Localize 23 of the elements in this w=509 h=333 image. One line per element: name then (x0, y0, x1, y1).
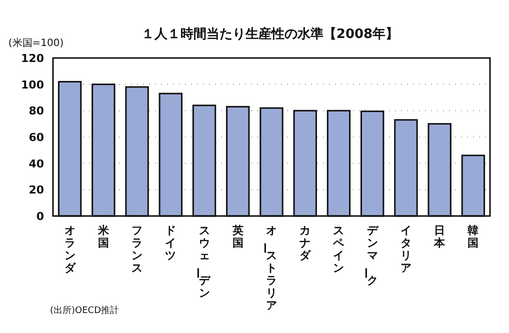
x-tick-label: 韓国 (468, 224, 479, 250)
x-tick-label: スペイン (332, 224, 346, 274)
x-tick-label: カナダ (300, 224, 312, 262)
y-axis-title: (米国=100) (8, 37, 64, 49)
y-tick-label: 0 (36, 210, 44, 223)
x-tick-label: 米国 (96, 224, 110, 250)
x-tick-label: デンマーク (358, 224, 379, 287)
x-tick-label: ドイツ (165, 224, 176, 262)
x-tick-label: 英国 (231, 224, 244, 250)
x-tick-label: オランダ (64, 224, 76, 274)
x-tick-label: イタリア (400, 224, 412, 274)
chart-title: １人１時間当たり生産性の水準【2008年】 (141, 26, 399, 42)
y-tick-label: 100 (21, 78, 44, 92)
x-tick-label: オーストラリア (258, 224, 277, 312)
y-tick-label: 60 (28, 131, 44, 144)
x-tick-label: フランス (132, 224, 143, 274)
y-tick-label: 40 (28, 157, 44, 170)
y-tick-label: 20 (28, 184, 44, 197)
text: (出所)OECD推計 (50, 305, 120, 316)
x-tick-label: スウェーデン (190, 224, 211, 300)
x-tick-label: 日本 (433, 224, 446, 250)
y-tick-label: 120 (21, 52, 44, 65)
y-tick-label: 80 (28, 104, 44, 118)
